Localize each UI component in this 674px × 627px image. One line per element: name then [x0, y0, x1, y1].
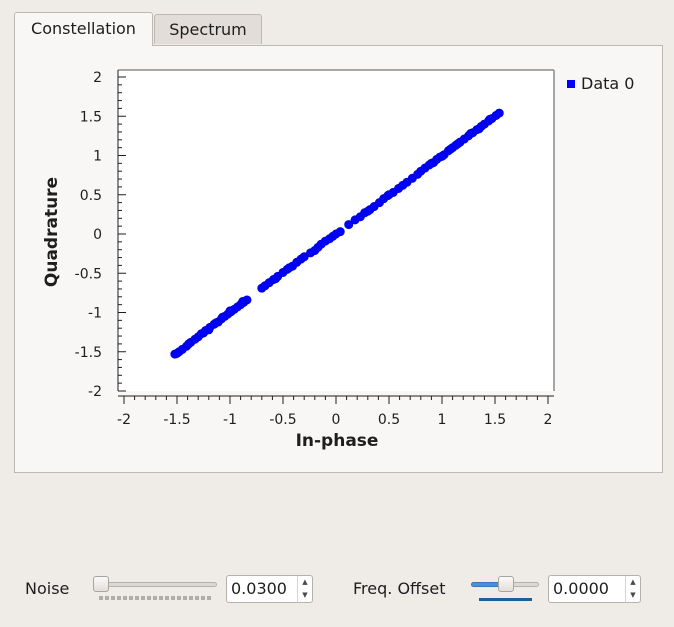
- y-tick-label: -1.5: [75, 345, 102, 361]
- noise-slider-track: [93, 582, 217, 587]
- data-point: [284, 263, 294, 273]
- freq-offset-slider-handle[interactable]: [498, 576, 514, 592]
- data-point: [344, 220, 354, 230]
- x-tick-label: 0: [332, 412, 341, 428]
- data-point: [426, 158, 436, 168]
- chevron-up-icon[interactable]: ▲: [302, 578, 308, 586]
- data-point: [413, 169, 423, 179]
- data-point: [204, 325, 214, 335]
- x-axis-ticks: -2 -1.5 -1 -0.5 0 0.5 1 1.5 2: [117, 396, 552, 428]
- data-point: [437, 151, 447, 161]
- data-series-0: [170, 108, 504, 359]
- freq-offset-spin-buttons: ▲ ▼: [625, 576, 640, 602]
- data-point: [485, 114, 495, 124]
- noise-value[interactable]: 0.0300: [231, 579, 287, 598]
- data-point: [238, 297, 248, 307]
- legend-swatch-data-0: [567, 79, 575, 88]
- y-tick-label: -1: [88, 306, 102, 322]
- y-tick-label: 0.5: [80, 188, 102, 204]
- data-point: [445, 144, 455, 154]
- x-tick-label: 2: [544, 412, 553, 428]
- freq-offset-label: Freq. Offset: [353, 579, 446, 598]
- tab-spectrum[interactable]: Spectrum: [154, 14, 262, 44]
- y-tick-label: 1.5: [80, 109, 102, 125]
- tab-constellation[interactable]: Constellation: [14, 12, 153, 46]
- y-tick-label: -0.5: [75, 266, 102, 282]
- data-point: [335, 227, 345, 237]
- x-tick-label: 1: [438, 412, 447, 428]
- chevron-up-icon[interactable]: ▲: [630, 578, 636, 586]
- noise-slider-tick-marks: [99, 596, 212, 600]
- data-point: [474, 124, 484, 134]
- data-point: [172, 348, 182, 358]
- data-point: [271, 274, 281, 284]
- constellation-plot: 2 1.5 1 0.5 0 -0.5 -1 -1.5 -2 -2 -1.5 -1 -0.5 0 0.5 1 1…: [42, 69, 555, 451]
- chevron-down-icon[interactable]: ▼: [630, 591, 636, 599]
- freq-offset-slider-tick-marks: [479, 598, 532, 601]
- x-tick-label: 0.5: [378, 412, 400, 428]
- data-point: [184, 339, 194, 349]
- data-point: [363, 206, 373, 216]
- noise-slider[interactable]: [93, 576, 217, 602]
- y-tick-label: 1: [93, 149, 102, 165]
- noise-slider-handle[interactable]: [93, 576, 109, 592]
- x-axis-label: In-phase: [296, 431, 379, 451]
- x-tick-label: -1.5: [163, 412, 190, 428]
- legend: Data 0: [567, 74, 634, 93]
- data-point: [218, 312, 228, 322]
- data-point: [384, 190, 394, 200]
- noise-spinbox[interactable]: 0.0300 ▲ ▼: [226, 575, 313, 603]
- freq-offset-spinbox[interactable]: 0.0000 ▲ ▼: [548, 575, 641, 603]
- x-tick-label: -2: [117, 412, 131, 428]
- y-tick-label: 2: [93, 70, 102, 86]
- y-axis-label: Quadrature: [42, 177, 62, 287]
- legend-label-data-0: Data 0: [581, 74, 635, 93]
- data-point: [211, 318, 221, 328]
- x-tick-label: -1: [223, 412, 237, 428]
- data-point: [466, 129, 476, 139]
- x-tick-label: -0.5: [269, 412, 296, 428]
- y-tick-label: -2: [88, 384, 102, 400]
- noise-label: Noise: [25, 579, 70, 598]
- chevron-down-icon[interactable]: ▼: [302, 591, 308, 599]
- data-point: [225, 306, 235, 316]
- freq-offset-slider[interactable]: [471, 576, 539, 602]
- x-tick-label: 1.5: [484, 412, 506, 428]
- data-point: [453, 139, 463, 149]
- noise-spin-buttons: ▲ ▼: [297, 576, 312, 602]
- freq-offset-value[interactable]: 0.0000: [553, 579, 609, 598]
- data-point: [494, 108, 504, 118]
- y-tick-label: 0: [93, 227, 102, 243]
- y-axis-ticks: 2 1.5 1 0.5 0 -0.5 -1 -1.5 -2: [75, 70, 126, 400]
